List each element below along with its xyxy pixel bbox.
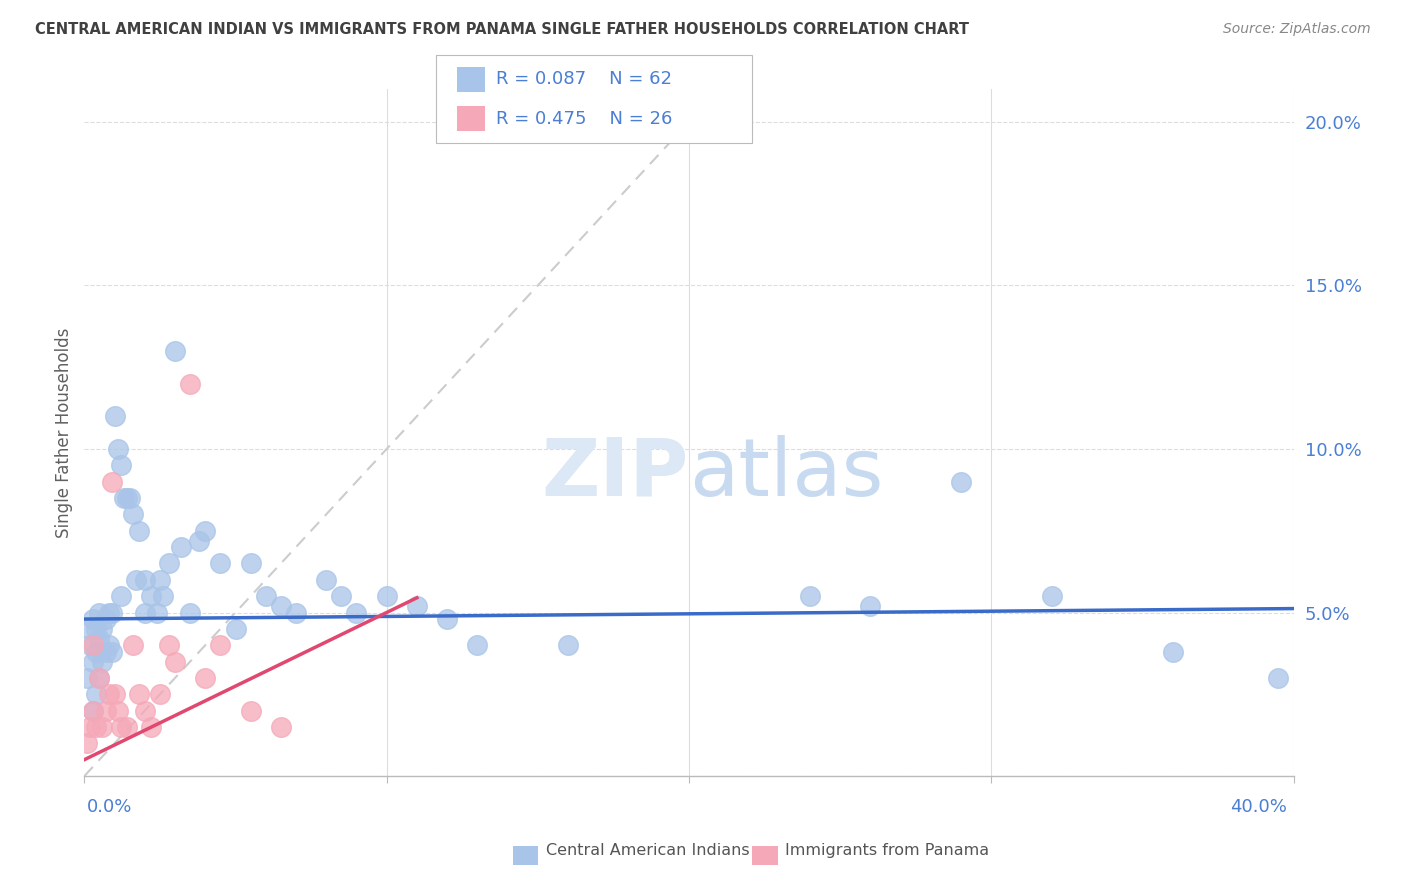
Text: Immigrants from Panama: Immigrants from Panama: [785, 843, 988, 858]
Point: [104, 409, 127, 424]
Point: [82, 655, 104, 669]
Point: [76, 736, 98, 750]
Point: [89, 671, 111, 685]
Point: [79, 720, 101, 734]
Point: [115, 491, 138, 505]
Point: [110, 720, 132, 734]
Point: [91, 655, 114, 669]
Point: [149, 573, 172, 587]
Point: [121, 638, 143, 652]
Point: [110, 589, 132, 603]
Point: [115, 720, 138, 734]
Point: [107, 704, 129, 718]
Text: CENTRAL AMERICAN INDIAN VS IMMIGRANTS FROM PANAMA SINGLE FATHER HOUSEHOLDS CORRE: CENTRAL AMERICAN INDIAN VS IMMIGRANTS FR…: [35, 22, 969, 37]
Point: [100, 645, 122, 659]
Point: [79, 638, 101, 652]
Point: [82, 612, 104, 626]
Text: R = 0.475    N = 26: R = 0.475 N = 26: [496, 110, 672, 128]
Text: R = 0.087    N = 62: R = 0.087 N = 62: [496, 70, 672, 88]
Point: [104, 687, 127, 701]
Point: [86, 645, 108, 659]
Point: [270, 599, 292, 613]
Point: [209, 557, 232, 571]
Point: [179, 606, 201, 620]
Point: [239, 557, 262, 571]
Point: [188, 533, 211, 548]
Point: [76, 671, 98, 685]
Point: [94, 704, 117, 718]
Point: [134, 606, 156, 620]
Text: Source: ZipAtlas.com: Source: ZipAtlas.com: [1223, 22, 1371, 37]
Point: [436, 612, 458, 626]
Point: [330, 589, 353, 603]
Point: [346, 606, 368, 620]
Point: [152, 589, 174, 603]
Point: [112, 491, 135, 505]
Point: [139, 720, 162, 734]
Point: [97, 606, 120, 620]
Point: [157, 557, 180, 571]
Point: [91, 622, 114, 636]
Text: 40.0%: 40.0%: [1230, 798, 1286, 816]
Point: [146, 606, 169, 620]
Point: [1267, 671, 1289, 685]
Text: Central American Indians: Central American Indians: [546, 843, 749, 858]
Y-axis label: Single Father Households: Single Father Households: [55, 327, 73, 538]
Point: [134, 573, 156, 587]
Point: [950, 475, 973, 489]
Point: [121, 508, 143, 522]
Point: [209, 638, 232, 652]
Point: [82, 704, 104, 718]
Point: [557, 638, 579, 652]
Point: [375, 589, 398, 603]
Text: 0.0%: 0.0%: [87, 798, 132, 816]
Point: [139, 589, 162, 603]
Point: [89, 632, 111, 646]
Point: [89, 671, 111, 685]
Point: [315, 573, 337, 587]
Point: [100, 606, 122, 620]
Point: [799, 589, 821, 603]
Point: [82, 704, 104, 718]
Point: [86, 622, 108, 636]
Point: [89, 606, 111, 620]
Point: [94, 645, 117, 659]
Point: [86, 687, 108, 701]
Point: [163, 655, 186, 669]
Point: [134, 704, 156, 718]
Point: [225, 622, 247, 636]
Point: [149, 687, 172, 701]
Point: [128, 524, 150, 538]
Point: [170, 540, 193, 554]
Point: [406, 599, 429, 613]
Point: [91, 720, 114, 734]
Point: [86, 720, 108, 734]
Point: [254, 589, 277, 603]
Point: [97, 687, 120, 701]
Text: ZIP: ZIP: [541, 434, 689, 513]
Point: [284, 606, 308, 620]
Point: [859, 599, 882, 613]
Point: [125, 573, 148, 587]
Point: [128, 687, 150, 701]
Point: [239, 704, 262, 718]
Point: [467, 638, 489, 652]
Point: [110, 458, 132, 473]
Point: [194, 671, 217, 685]
Point: [97, 638, 120, 652]
Point: [179, 376, 201, 391]
Point: [157, 638, 180, 652]
Point: [79, 622, 101, 636]
Point: [270, 720, 292, 734]
Point: [94, 612, 117, 626]
Point: [1040, 589, 1063, 603]
Point: [118, 491, 141, 505]
Point: [107, 442, 129, 456]
Point: [1161, 645, 1184, 659]
Point: [82, 638, 104, 652]
Point: [163, 343, 186, 358]
Text: atlas: atlas: [689, 434, 883, 513]
Point: [194, 524, 217, 538]
Point: [100, 475, 122, 489]
